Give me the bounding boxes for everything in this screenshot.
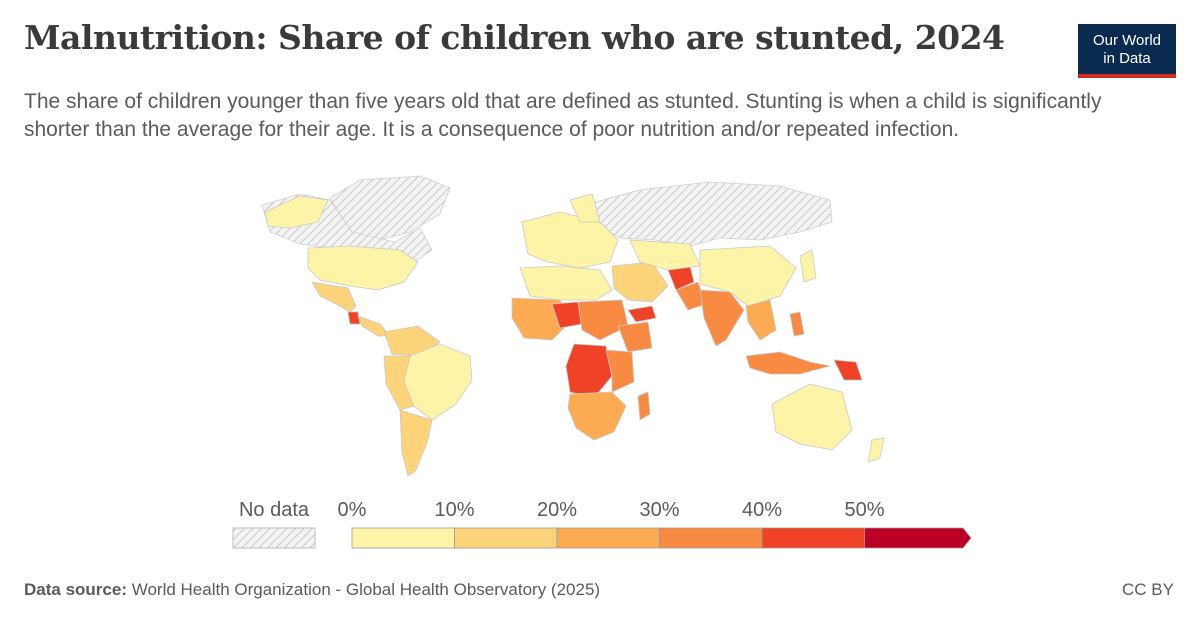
- chart-subtitle: The share of children younger than five …: [24, 90, 1102, 141]
- legend: No data 0% 10% 20% 30% 40% 50%: [232, 499, 972, 549]
- legend-bin-3[interactable]: [659, 527, 763, 549]
- region-alaska[interactable]: [264, 195, 329, 229]
- legend-tick-label: 10%: [434, 499, 474, 521]
- region-ethiopia[interactable]: [617, 321, 653, 353]
- source-link[interactable]: World Health Organization - Global Healt…: [131, 580, 601, 599]
- region-russia[interactable]: [584, 181, 833, 247]
- region-japan[interactable]: [799, 249, 817, 283]
- region-mexico[interactable]: [311, 281, 357, 313]
- legend-tick-label: 30%: [639, 499, 679, 521]
- region-madagascar[interactable]: [637, 391, 651, 421]
- legend-bin-2[interactable]: [556, 527, 660, 549]
- logo-line-1: Our World: [1092, 32, 1162, 49]
- region-usa[interactable]: [307, 245, 419, 291]
- chart-title: Malnutrition: Share of children who are …: [24, 18, 1005, 57]
- region-china[interactable]: [699, 245, 797, 307]
- region-new-zealand[interactable]: [867, 437, 885, 463]
- legend-no-data-swatch[interactable]: [232, 527, 316, 549]
- license-link[interactable]: CC BY: [1122, 580, 1174, 599]
- region-sudan-chad[interactable]: [577, 299, 629, 341]
- legend-tick-label: 0%: [338, 499, 367, 521]
- region-yemen[interactable]: [627, 305, 657, 323]
- region-india[interactable]: [699, 289, 745, 347]
- region-southern-africa[interactable]: [567, 391, 627, 441]
- legend-bin-0[interactable]: [351, 527, 455, 549]
- region-east-africa[interactable]: [605, 349, 635, 393]
- region-europe[interactable]: [521, 211, 619, 269]
- region-north-africa[interactable]: [519, 265, 613, 301]
- source-label: Data source:: [24, 580, 127, 599]
- region-central-america[interactable]: [357, 315, 391, 337]
- region-brazil[interactable]: [403, 343, 473, 421]
- region-philippines[interactable]: [789, 311, 805, 337]
- legend-bin-5[interactable]: [864, 527, 972, 549]
- owid-logo[interactable]: Our World in Data: [1078, 24, 1176, 78]
- legend-tick-label: 20%: [537, 499, 577, 521]
- region-peru-bolivia[interactable]: [383, 355, 415, 411]
- logo-accent-bar: [1078, 74, 1176, 78]
- region-indonesia[interactable]: [745, 351, 831, 375]
- legend-tick-label: 50%: [844, 499, 884, 521]
- region-scandinavia[interactable]: [569, 193, 601, 223]
- region-australia[interactable]: [771, 383, 853, 451]
- region-guatemala[interactable]: [347, 311, 361, 325]
- legend-tick-label: 40%: [742, 499, 782, 521]
- legend-no-data-label: No data: [239, 499, 310, 521]
- footer-source: Data source: World Health Organization -…: [24, 580, 600, 600]
- region-papua-new-guinea[interactable]: [833, 359, 863, 381]
- legend-bin-1[interactable]: [454, 527, 558, 549]
- region-drc[interactable]: [565, 343, 613, 399]
- legend-bin-4[interactable]: [761, 527, 865, 549]
- region-southeast-asia[interactable]: [745, 299, 777, 341]
- region-argentina-chile[interactable]: [399, 409, 433, 477]
- logo-line-2: in Data: [1103, 50, 1151, 67]
- region-central-asia[interactable]: [629, 239, 701, 271]
